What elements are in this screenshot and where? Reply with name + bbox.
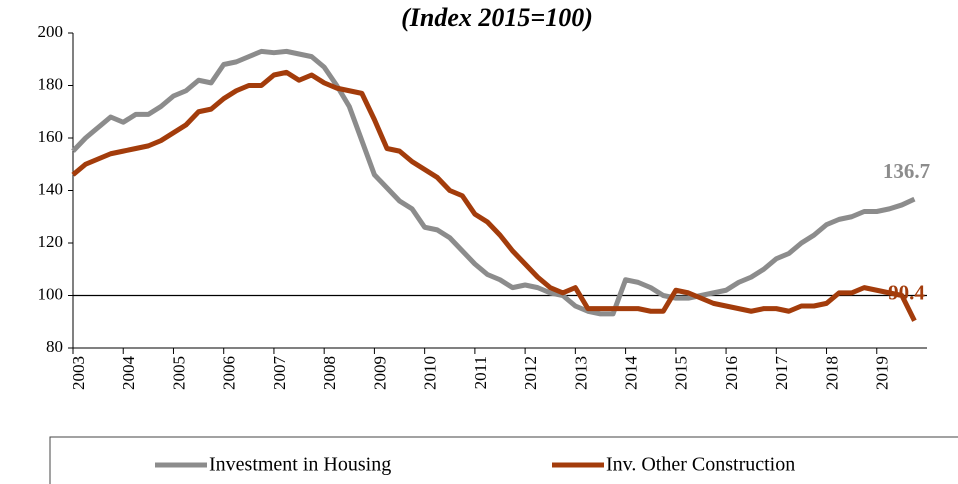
x-tick-label: 2010 (421, 356, 440, 390)
x-tick-label: 2005 (169, 356, 188, 390)
x-tick-label: 2015 (672, 356, 691, 390)
y-tick-label: 180 (38, 74, 64, 93)
series-line (71, 48, 916, 317)
y-tick-label: 120 (38, 232, 64, 251)
x-tick-label: 2012 (521, 356, 540, 390)
x-tick-label: 2008 (320, 356, 339, 390)
value-label: 90.4 (888, 281, 925, 305)
x-tick-label: 2003 (69, 356, 88, 390)
value-label: 136.7 (883, 159, 930, 183)
legend-label: Inv. Other Construction (606, 454, 795, 476)
y-tick-label: 160 (38, 127, 64, 146)
x-tick-label: 2006 (220, 356, 239, 390)
y-tick-label: 100 (38, 284, 64, 303)
y-tick-label: 200 (38, 22, 64, 41)
x-tick-label: 2018 (822, 356, 841, 390)
x-tick-label: 2014 (621, 356, 640, 391)
x-tick-label: 2004 (119, 356, 138, 391)
series-line (71, 69, 917, 322)
x-tick-label: 2017 (772, 356, 791, 391)
x-tick-label: 2019 (873, 356, 892, 390)
y-tick-label: 80 (46, 337, 63, 356)
x-tick-label: 2007 (270, 356, 289, 391)
legend-box (49, 436, 958, 484)
legend-label: Investment in Housing (209, 454, 391, 476)
x-tick-label: 2009 (370, 356, 389, 390)
y-tick-label: 140 (38, 179, 64, 198)
x-tick-label: 2011 (471, 356, 490, 389)
chart-title: (Index 2015=100) (401, 3, 593, 32)
x-tick-label: 2016 (722, 356, 741, 390)
x-tick-label: 2013 (571, 356, 590, 390)
